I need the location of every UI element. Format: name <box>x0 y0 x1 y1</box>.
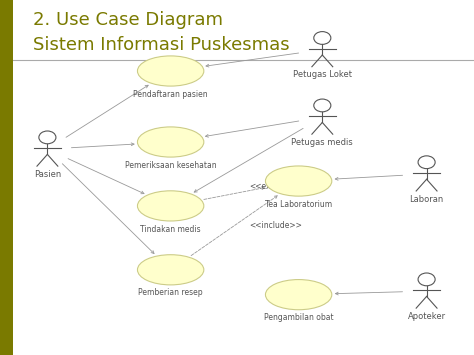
Text: Petugas medis: Petugas medis <box>292 138 353 147</box>
Text: <<extend>>: <<extend>> <box>249 182 301 191</box>
Text: Tindakan medis: Tindakan medis <box>140 224 201 234</box>
Text: Apoteker: Apoteker <box>408 312 446 321</box>
Ellipse shape <box>137 127 204 157</box>
Text: Pendaftaran pasien: Pendaftaran pasien <box>133 89 208 99</box>
Text: Sistem Informasi Puskesmas: Sistem Informasi Puskesmas <box>33 36 290 54</box>
Ellipse shape <box>265 280 332 310</box>
Text: Petugas Loket: Petugas Loket <box>293 70 352 79</box>
Text: <<include>>: <<include>> <box>249 221 302 230</box>
Ellipse shape <box>137 56 204 86</box>
Ellipse shape <box>137 255 204 285</box>
Bar <box>0 0 13 355</box>
Text: Pemeriksaan kesehatan: Pemeriksaan kesehatan <box>125 160 217 170</box>
Text: Tea Laboratorium: Tea Laboratorium <box>265 200 332 209</box>
Text: Laboran: Laboran <box>410 195 444 203</box>
Ellipse shape <box>265 166 332 196</box>
Text: Pemberian resep: Pemberian resep <box>138 288 203 297</box>
Text: Pengambilan obat: Pengambilan obat <box>264 313 333 322</box>
Text: 2. Use Case Diagram: 2. Use Case Diagram <box>33 11 223 29</box>
Ellipse shape <box>137 191 204 221</box>
Text: Pasien: Pasien <box>34 170 61 179</box>
